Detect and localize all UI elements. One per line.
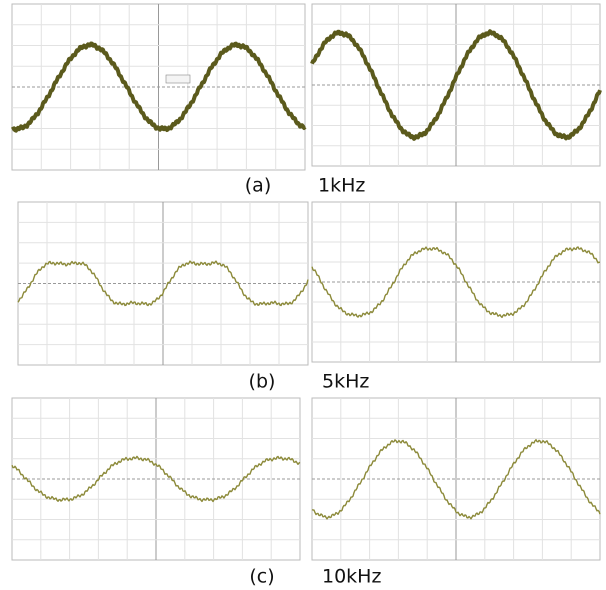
cursor-tag [166, 75, 190, 83]
row-caption: 1kHz [318, 175, 365, 197]
row-label: (a) [245, 175, 271, 197]
row-caption: 10kHz [322, 566, 381, 588]
row-label: (b) [249, 371, 276, 393]
scopes [12, 4, 600, 560]
figure: (a) 1kHz (b) 5kHz (c) 10kHz [0, 0, 606, 590]
row-caption: 5kHz [322, 371, 369, 393]
row-label: (c) [249, 566, 274, 588]
